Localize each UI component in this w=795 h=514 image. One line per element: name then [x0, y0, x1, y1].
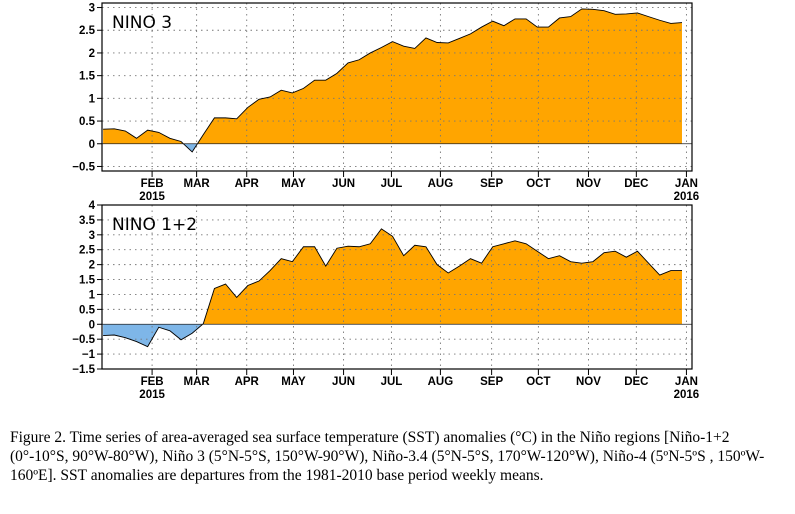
- area-fill: [103, 228, 682, 347]
- positive-anomaly-area: [202, 228, 682, 325]
- x-tick-label: MAY: [281, 376, 306, 388]
- y-tick-label: −1: [82, 349, 96, 361]
- y-tick-label: 3.5: [79, 215, 96, 227]
- panel-title: NINO 3: [112, 13, 172, 33]
- x-tick-year-label: 2015: [139, 389, 165, 401]
- y-tick-label: 0: [89, 139, 95, 151]
- y-tick-label: 4: [89, 200, 96, 212]
- x-tick-year-label: 2016: [674, 191, 700, 203]
- x-tick-label: JUL: [381, 178, 403, 190]
- negative-anomaly-area: [103, 324, 682, 347]
- y-tick-label: 0: [89, 319, 95, 331]
- x-tick-label: SEP: [480, 376, 503, 388]
- y-tick-label: 0.5: [79, 116, 96, 128]
- x-tick-label: MAY: [281, 178, 306, 190]
- x-tick-label: MAR: [184, 376, 211, 388]
- plot-frame: [101, 2, 693, 172]
- x-tick-label: MAR: [184, 178, 211, 190]
- x-tick-label: NOV: [576, 376, 601, 388]
- x-tick-label: FEB: [141, 376, 164, 388]
- y-tick-label: 3: [89, 3, 95, 15]
- y-tick-label: −0.5: [72, 334, 95, 346]
- area-fill: [103, 8, 682, 152]
- figure-caption: Figure 2. Time series of area-averaged s…: [10, 429, 765, 484]
- x-tick-year-label: 2015: [139, 191, 165, 203]
- y-tick-label: 1.5: [79, 275, 96, 287]
- y-tick-label: −0.5: [72, 161, 95, 173]
- y-tick-label: 2: [89, 48, 95, 60]
- y-tick-label: 1.5: [79, 71, 96, 83]
- y-tick-label: 1: [89, 289, 96, 301]
- x-tick-label: NOV: [576, 178, 601, 190]
- x-tick-label: DEC: [624, 376, 648, 388]
- x-tick-label: JAN: [675, 178, 698, 190]
- x-tick-label: JUN: [332, 376, 355, 388]
- x-tick-label: JUL: [381, 376, 403, 388]
- x-tick-label: JAN: [675, 376, 698, 388]
- x-tick-label: APR: [235, 376, 260, 388]
- y-tick-label: 2: [89, 260, 95, 272]
- y-tick-label: 1: [89, 93, 96, 105]
- y-tick-label: 2.5: [79, 245, 96, 257]
- series-line: [103, 228, 682, 348]
- x-tick-label: APR: [235, 178, 260, 190]
- x-tick-label: OCT: [526, 376, 550, 388]
- positive-anomaly-area: [103, 8, 682, 144]
- x-tick-label: AUG: [428, 376, 454, 388]
- x-tick-year-label: 2016: [674, 389, 700, 401]
- series-line: [103, 8, 683, 153]
- x-tick-label: FEB: [141, 178, 164, 190]
- x-tick-label: SEP: [480, 178, 503, 190]
- y-tick-label: 0.5: [79, 304, 96, 316]
- x-tick-label: OCT: [526, 178, 550, 190]
- x-tick-label: JUN: [332, 178, 355, 190]
- y-tick-label: 2.5: [79, 25, 96, 37]
- x-tick-label: AUG: [428, 178, 454, 190]
- x-tick-label: DEC: [624, 178, 648, 190]
- y-tick-label: 3: [89, 230, 95, 242]
- plot-frame: [101, 204, 693, 370]
- y-tick-label: −1.5: [72, 364, 95, 376]
- panel-title: NINO 1+2: [112, 215, 197, 235]
